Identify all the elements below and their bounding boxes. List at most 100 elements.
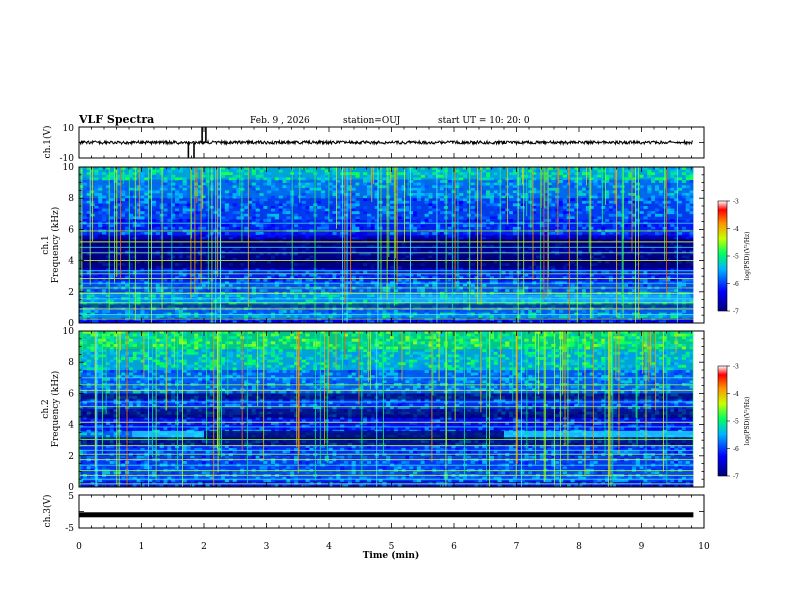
spectrogram-cell [578, 219, 583, 222]
spectrogram-cell [647, 273, 652, 277]
spectrogram-cell [397, 271, 402, 274]
spectrogram-cell [140, 224, 145, 228]
spectrogram-cell [224, 169, 230, 173]
spectrogram-cell [182, 226, 187, 230]
spectrogram-cell [601, 167, 606, 170]
spectrogram-cell [631, 271, 637, 274]
spectrogram-cell [167, 273, 172, 277]
spectrogram-cell [232, 289, 237, 293]
spectrogram-cell [689, 234, 694, 238]
spectrogram-cell [198, 167, 203, 170]
spectrogram-cell [236, 294, 241, 298]
spectrogram-cell [436, 315, 441, 319]
spectrogram-cell [255, 198, 260, 202]
spectrogram-cell [674, 268, 679, 272]
spectrogram-cell [105, 284, 111, 287]
spectrogram-cell [497, 200, 502, 204]
spectrogram-cell [90, 351, 95, 355]
spectrogram-cell [397, 299, 402, 303]
spectrogram-cell [382, 174, 387, 178]
spectrogram-cell [405, 208, 410, 212]
spectrogram-cell [628, 250, 633, 254]
spectrogram-cell [355, 224, 360, 228]
spectrogram-cell [317, 174, 322, 178]
spectrogram-cell [309, 271, 314, 274]
spectrogram-cell [386, 190, 391, 194]
spectrogram-cell [539, 193, 544, 196]
spectrogram-cell [324, 172, 329, 176]
spectrogram-cell [447, 182, 452, 186]
spectrogram-cell [221, 226, 226, 230]
spectrogram-cell [689, 294, 694, 298]
spectrogram-cell [155, 271, 160, 274]
spectrogram-cell [151, 273, 157, 277]
spectrogram-cell [140, 250, 145, 254]
spectrogram-cell [478, 226, 483, 230]
spectrogram-cell [171, 320, 176, 324]
spectrogram-cell [163, 250, 168, 254]
spectrogram-cell [532, 310, 537, 313]
spectrogram-cell [355, 268, 360, 272]
ch1-ytick-top: 10 [63, 124, 75, 134]
spectrogram-cell [654, 187, 660, 191]
spectrogram-cell [94, 206, 99, 209]
spectrogram-cell [608, 167, 614, 170]
spectrogram-cell [297, 271, 303, 274]
spectrogram-cell [551, 250, 556, 254]
spectrogram-cell [247, 185, 253, 189]
spectrogram-cell [105, 211, 111, 215]
spectrogram-cell [98, 341, 103, 345]
spectrogram-cell [470, 289, 475, 293]
spectrogram-cell [578, 302, 583, 306]
spectrogram-cell [643, 320, 648, 324]
spectrogram-cell [639, 185, 644, 189]
spectrogram-cell [366, 294, 372, 298]
spectrogram-cell [486, 315, 491, 319]
spectrogram-cell [98, 172, 103, 176]
spectrogram-cell [597, 185, 602, 189]
spectrogram-cell [251, 211, 256, 215]
spectrogram-cell [470, 273, 475, 277]
spectrogram-cell [90, 466, 95, 470]
spectrogram-cell [439, 315, 445, 319]
spectrogram-cell [148, 190, 153, 194]
spectrogram-cell [420, 182, 425, 186]
spectrogram-cell [374, 182, 379, 186]
spectrogram-cell [639, 302, 644, 306]
spectrogram-cell [466, 232, 471, 235]
spectrogram-cell [689, 206, 694, 209]
spectrogram-cell [651, 268, 656, 272]
spectrogram-cell [558, 200, 564, 204]
spectrogram-cell [543, 172, 548, 176]
spectrogram-cell [520, 198, 525, 202]
spectrogram-cell [121, 198, 126, 202]
spectrogram-cell [267, 219, 272, 222]
spectrogram-cell [462, 284, 468, 287]
spectrogram-cell [98, 354, 103, 358]
spectrogram-cell [148, 169, 153, 173]
spectrogram-cell [532, 299, 537, 303]
spectrogram-cell [274, 187, 279, 191]
spectrogram-cell [132, 177, 137, 181]
spectrogram-cell [251, 268, 256, 272]
spectrogram-cell [678, 268, 683, 272]
spectrogram-cell [647, 213, 652, 217]
spectrogram-cell [340, 273, 345, 277]
spectrogram-cell [543, 174, 548, 178]
spectrogram-cell [201, 180, 207, 183]
colorbar-tick-label: -6 [733, 281, 739, 288]
spectrogram-cell [497, 195, 502, 199]
spectrogram-cell [397, 278, 402, 282]
spectrogram-cell [562, 182, 567, 186]
spectrogram-cell [420, 193, 425, 196]
spectrogram-cell [278, 206, 283, 209]
spectrogram-cell [102, 310, 107, 313]
spectrogram-cell [194, 299, 199, 303]
spectrogram-cell [109, 250, 114, 254]
spectrogram-cell [678, 284, 683, 287]
spectrogram-cell [486, 193, 491, 196]
spectrogram-cell [386, 224, 391, 228]
spectrogram-cell [109, 320, 114, 324]
spectrogram-cell [547, 172, 552, 176]
spectrogram-cell [393, 302, 399, 306]
